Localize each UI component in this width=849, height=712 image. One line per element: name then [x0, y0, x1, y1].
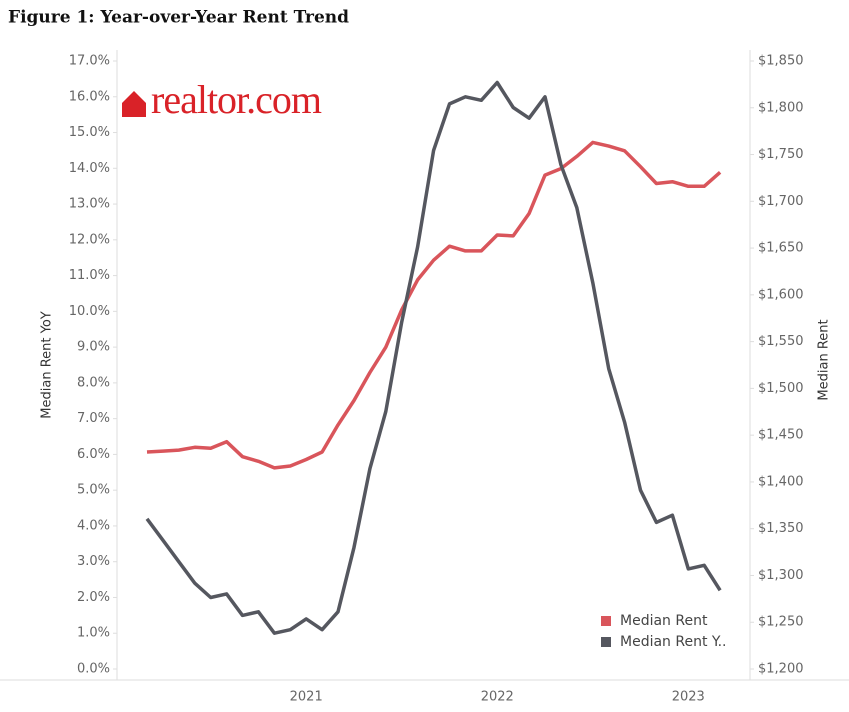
y-tick-label: 7.0%: [77, 411, 110, 426]
logo: realtor.com: [122, 77, 323, 122]
y2-tick-label: $1,200: [758, 662, 804, 677]
y2-tick-label: $1,550: [758, 334, 804, 349]
y-tick-label: 15.0%: [69, 125, 110, 140]
y-tick-label: 5.0%: [77, 483, 110, 498]
logo-icon: [122, 91, 146, 117]
y2-tick-label: $1,800: [758, 100, 804, 115]
legend-label: Median Rent Y..: [620, 634, 727, 650]
x-tick-label: 2022: [481, 690, 514, 705]
y-tick-label: 16.0%: [69, 89, 110, 104]
legend-label: Median Rent: [620, 613, 708, 629]
y-tick-label: 2.0%: [77, 590, 110, 605]
y2-tick-label: $1,700: [758, 194, 804, 209]
y-tick-label: 14.0%: [69, 161, 110, 176]
y-tick-label: 12.0%: [69, 232, 110, 247]
y2-tick-label: $1,400: [758, 474, 804, 489]
y2-tick-label: $1,250: [758, 615, 804, 630]
y-tick-label: 11.0%: [69, 268, 110, 283]
y-tick-label: 3.0%: [77, 554, 110, 569]
y-tick-label: 13.0%: [69, 197, 110, 212]
y2-tick-label: $1,600: [758, 287, 804, 302]
logo-text: realtor.com: [151, 77, 322, 122]
x-tick-label: 2021: [290, 690, 323, 705]
series-line: [146, 140, 722, 470]
y2-tick-label: $1,750: [758, 147, 804, 162]
x-tick-label: 2023: [672, 690, 705, 705]
y2-axis-label: Median Rent: [817, 319, 832, 400]
chart-title: Figure 1: Year-over-Year Rent Trend: [8, 8, 349, 28]
legend-swatch: [601, 616, 611, 626]
y-tick-label: 9.0%: [77, 340, 110, 355]
y2-tick-label: $1,450: [758, 428, 804, 443]
y-tick-label: 6.0%: [77, 447, 110, 462]
y-tick-label: 1.0%: [77, 626, 110, 641]
y-tick-label: 10.0%: [69, 304, 110, 319]
legend-swatch: [601, 637, 611, 647]
y2-tick-label: $1,350: [758, 521, 804, 536]
y-tick-label: 4.0%: [77, 518, 110, 533]
y2-tick-label: $1,650: [758, 241, 804, 256]
y-tick-label: 0.0%: [77, 662, 110, 677]
y-axis-label: Median Rent YoY: [40, 311, 55, 418]
y-tick-label: 17.0%: [69, 54, 110, 69]
y-tick-label: 8.0%: [77, 375, 110, 390]
y2-tick-label: $1,300: [758, 568, 804, 583]
series-line: [145, 80, 722, 635]
y2-tick-label: $1,850: [758, 54, 804, 69]
y2-tick-label: $1,500: [758, 381, 804, 396]
